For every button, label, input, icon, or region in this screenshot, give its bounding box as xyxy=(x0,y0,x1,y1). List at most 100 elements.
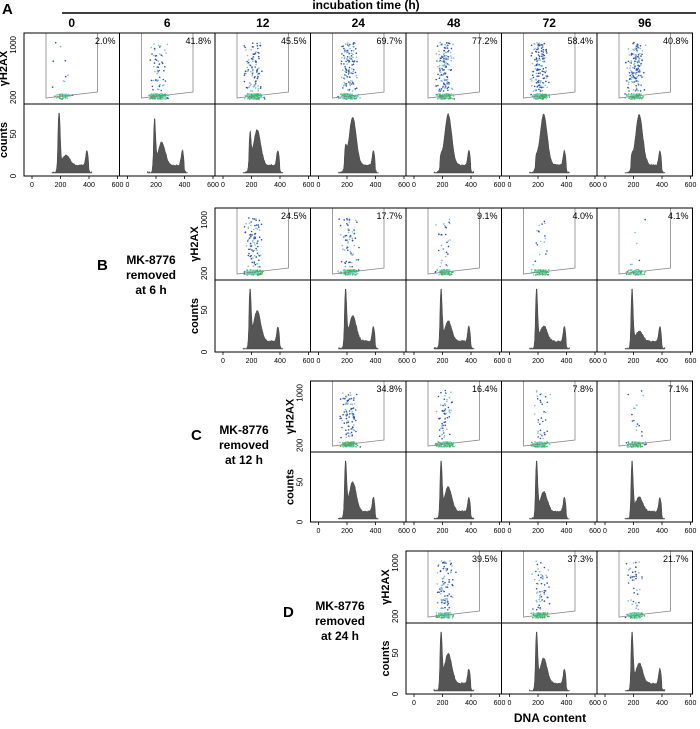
scatter-point xyxy=(636,604,639,607)
scatter-point xyxy=(625,61,627,64)
histogram-area xyxy=(624,460,666,520)
scatter-point xyxy=(166,43,169,46)
subpanel: 41.8% 0 200 400 600 xyxy=(119,32,219,189)
scatter-point xyxy=(634,441,636,443)
scatter-point xyxy=(543,42,546,45)
scatter-point xyxy=(634,65,636,67)
scatter-point xyxy=(450,569,453,572)
scatter-point xyxy=(443,59,446,62)
scatter-point xyxy=(630,60,633,62)
scatter-point xyxy=(346,42,349,44)
scatter-point xyxy=(632,76,634,79)
scatter-point xyxy=(257,47,259,50)
yaxis-label-gh2ax: γH2AX xyxy=(285,398,297,434)
scatter-point xyxy=(450,93,453,95)
scatter-point xyxy=(246,272,248,275)
scatter-point xyxy=(259,266,261,268)
scatter-point xyxy=(438,88,441,91)
scatter-point xyxy=(346,414,348,417)
scatter-point xyxy=(635,58,637,60)
scatter-point xyxy=(243,80,246,83)
scatter-point xyxy=(154,93,156,96)
scatter-point xyxy=(441,234,443,236)
scatter-point xyxy=(346,217,349,220)
scatter-point xyxy=(443,69,445,71)
scatter-point xyxy=(630,62,633,64)
scatter-point xyxy=(536,582,538,585)
xtick-label: 600 xyxy=(398,528,410,535)
xtick-label: 600 xyxy=(494,700,506,707)
scatter-point xyxy=(636,96,638,98)
scatter-point xyxy=(250,90,252,92)
subpanel: 4.0% 0 200 400 600 xyxy=(501,207,601,365)
scatter-point xyxy=(162,78,165,81)
scatter-point xyxy=(54,41,57,44)
scatter-point xyxy=(340,76,343,79)
scatter-point xyxy=(628,78,631,80)
scatter-point xyxy=(636,593,639,595)
scatter-point xyxy=(446,598,449,600)
scatter-point xyxy=(255,60,257,63)
scatter-point xyxy=(341,53,343,55)
scatter-point xyxy=(537,568,539,570)
scatter-point xyxy=(633,407,635,410)
scatter-point xyxy=(536,85,539,88)
scatter-point xyxy=(351,60,354,63)
scatter-point xyxy=(355,393,358,396)
scatter-point xyxy=(246,240,249,242)
scatter-point xyxy=(540,573,542,576)
scatter-point xyxy=(632,562,635,564)
scatter-point xyxy=(243,74,246,76)
scatter-point xyxy=(534,442,536,445)
scatter-point xyxy=(636,404,638,407)
xtick-label: 200 xyxy=(150,182,162,189)
scatter-point xyxy=(346,402,349,404)
scatter-point xyxy=(630,52,633,55)
scatter-point xyxy=(339,415,342,418)
scatter-point xyxy=(258,259,260,262)
scatter-point xyxy=(442,442,445,444)
ytick-label: 1000 xyxy=(9,35,18,53)
scatter-point xyxy=(256,45,259,47)
subpanel: 16.4% 0 200 400 600 xyxy=(405,380,505,535)
scatter-point xyxy=(446,400,448,403)
subpanel: 39.5% 0 200 400 600 xyxy=(405,550,506,707)
scatter-point xyxy=(438,591,440,593)
scatter-point xyxy=(448,614,451,617)
ytick-label: 50 xyxy=(200,305,209,314)
scatter-point xyxy=(346,49,349,52)
scatter-point xyxy=(539,608,542,610)
scatter-point xyxy=(261,70,263,72)
scatter-point xyxy=(546,430,548,433)
scatter-point xyxy=(448,606,451,609)
xtick-label: 0 xyxy=(317,528,321,535)
scatter-point xyxy=(535,446,537,448)
scatter-point xyxy=(532,443,534,445)
scatter-point xyxy=(152,79,155,82)
panel-caption-line: removed xyxy=(126,268,176,282)
scatter-point xyxy=(449,273,452,275)
scatter-point xyxy=(532,608,534,610)
scatter-point xyxy=(154,58,157,61)
xtick-label: 200 xyxy=(341,358,353,365)
scatter-point xyxy=(541,44,544,46)
xtick-label: 200 xyxy=(437,528,449,535)
scatter-point xyxy=(533,48,535,51)
scatter-point xyxy=(51,86,54,88)
scatter-point xyxy=(350,80,352,82)
scatter-point xyxy=(543,410,545,413)
scatter-point xyxy=(634,272,636,274)
scatter-point xyxy=(254,66,256,68)
scatter-point xyxy=(340,417,343,420)
scatter-point xyxy=(540,97,542,99)
scatter-point xyxy=(342,54,345,57)
scatter-point xyxy=(628,90,630,92)
scatter-point xyxy=(438,429,441,431)
scatter-point xyxy=(259,93,262,95)
scatter-point xyxy=(440,442,443,445)
scatter-point xyxy=(629,67,631,69)
histogram-area xyxy=(529,113,570,174)
scatter-point xyxy=(637,84,640,86)
scatter-point xyxy=(344,273,347,276)
scatter-point xyxy=(440,391,442,394)
